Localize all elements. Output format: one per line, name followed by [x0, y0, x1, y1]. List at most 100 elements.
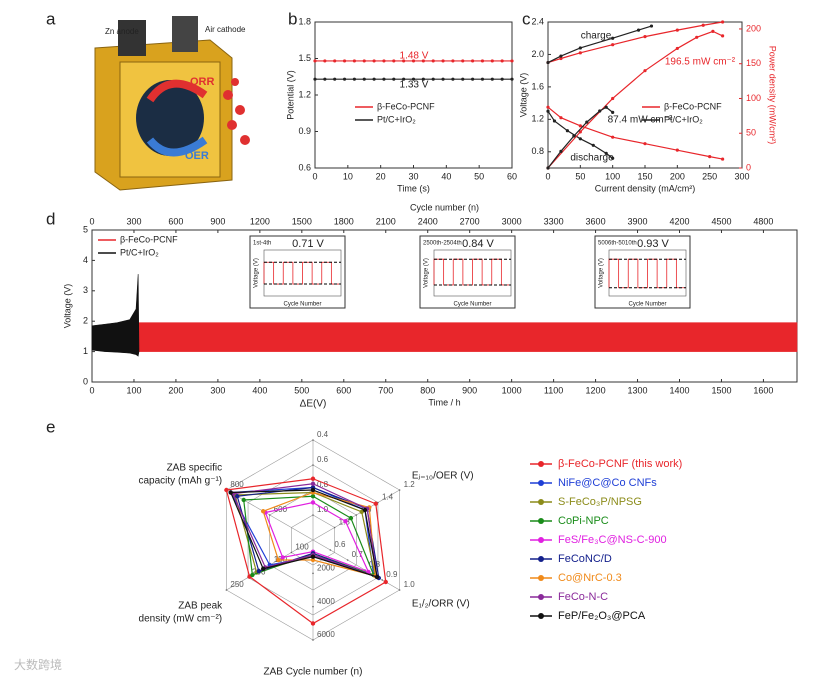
annotation: 196.5 mW cm⁻²	[665, 57, 736, 68]
inset-gap: 0.71 V	[292, 238, 324, 250]
marker	[585, 120, 589, 124]
legend-label: Pt/C+IrO₂	[377, 114, 416, 124]
x-tick-label: 1400	[669, 385, 689, 395]
radar-tick	[225, 589, 228, 591]
radar-tick-label: 1.2	[404, 480, 416, 489]
y2-tick-label: 150	[746, 58, 761, 68]
marker	[675, 148, 679, 152]
marker	[451, 59, 455, 63]
marker	[604, 105, 608, 109]
x-tick-label: 300	[734, 171, 749, 181]
radar-axis-label: Eⱼ₌₁₀/OER (V)	[412, 471, 474, 482]
radar-axis-label: ZAB peak	[178, 601, 223, 612]
bubble	[231, 78, 239, 86]
panel-letter: d	[46, 209, 55, 228]
y-tick-label: 0	[83, 376, 88, 386]
marker	[578, 130, 582, 134]
marker	[591, 143, 595, 147]
x-tick-label: 30	[408, 171, 418, 181]
marker	[411, 59, 416, 63]
x-tick-label: 1500	[711, 385, 731, 395]
marker	[559, 149, 563, 153]
radar-tick	[312, 439, 314, 441]
x-tick-label: 400	[252, 385, 267, 395]
marker	[431, 59, 435, 63]
bubble	[223, 90, 233, 100]
marker	[342, 77, 347, 81]
radar-point	[310, 487, 316, 493]
radar-point	[235, 494, 240, 499]
radar-point	[310, 494, 316, 499]
radar-point	[276, 557, 281, 563]
marker	[480, 77, 485, 81]
radar-point	[310, 476, 316, 481]
radar-point	[373, 501, 378, 506]
x-tick-label: 300	[210, 385, 225, 395]
x-tick-label: 150	[637, 171, 652, 181]
marker	[708, 155, 712, 159]
legend-marker	[538, 499, 544, 505]
legend-label: Pt/C+IrO₂	[664, 114, 703, 124]
x2-tick-label: 2100	[376, 216, 396, 226]
marker	[352, 59, 356, 63]
marker	[578, 51, 582, 55]
x-tick-label: 0	[312, 171, 317, 181]
marker	[333, 59, 337, 63]
voltage-band	[137, 322, 798, 352]
x2-tick-label: 4200	[669, 216, 689, 226]
marker	[675, 46, 679, 51]
x-tick-label: 200	[168, 385, 183, 395]
x-tick-label: 40	[441, 171, 451, 181]
radar-point	[310, 500, 316, 505]
air-cathode	[172, 16, 198, 52]
radar-tick-label: 250	[230, 580, 244, 589]
x-tick-label: 600	[336, 385, 351, 395]
marker	[441, 59, 445, 63]
x2-tick-label: 0	[89, 216, 94, 226]
x2-tick-label: 4800	[753, 216, 773, 226]
x2-tick-label: 1200	[250, 216, 270, 226]
marker	[721, 157, 725, 161]
marker	[382, 77, 386, 81]
radar-point	[224, 487, 229, 493]
marker	[552, 119, 557, 123]
radar-point	[310, 481, 316, 486]
x-tick-label: 0	[545, 171, 550, 181]
inset-xlabel: Cycle Number	[283, 302, 321, 308]
radar-point	[348, 515, 354, 521]
legend-label: CoPi-NPC	[558, 515, 609, 527]
x-tick-label: 1000	[502, 385, 522, 395]
marker	[546, 166, 550, 170]
marker	[421, 59, 425, 63]
radar-point	[261, 566, 266, 571]
marker	[572, 134, 576, 138]
radar-tick	[398, 489, 401, 491]
radar-tick	[329, 549, 332, 551]
y-axis-label: Potential (V)	[285, 70, 295, 120]
x2-axis-label: Cycle number (n)	[410, 202, 479, 212]
marker	[441, 77, 445, 81]
radar-tick	[268, 514, 271, 516]
marker	[578, 137, 582, 141]
marker	[721, 34, 725, 38]
marker	[643, 142, 647, 146]
x-tick-label: 10	[343, 171, 353, 181]
radar-point	[310, 621, 316, 626]
x-tick-label: 250	[702, 171, 717, 181]
marker	[362, 77, 366, 81]
y-tick-label: 3	[83, 285, 88, 295]
legend-label: β-FeCo-PCNF	[377, 101, 435, 111]
legend-label: FeS/Fe₃C@NS-C-900	[558, 534, 667, 546]
x-tick-label: 0	[89, 385, 94, 395]
radar-tick	[312, 514, 314, 516]
x-tick-label: 500	[294, 385, 309, 395]
x-tick-label: 20	[376, 171, 386, 181]
marker	[649, 24, 654, 28]
radar-tick	[346, 559, 349, 561]
radar-tick-label: 0.7	[352, 550, 364, 559]
marker	[402, 59, 406, 63]
y2-tick-label: 50	[746, 128, 756, 138]
series-line	[547, 110, 614, 159]
legend-label: S-FeCo₃P/NPSG	[558, 496, 642, 508]
